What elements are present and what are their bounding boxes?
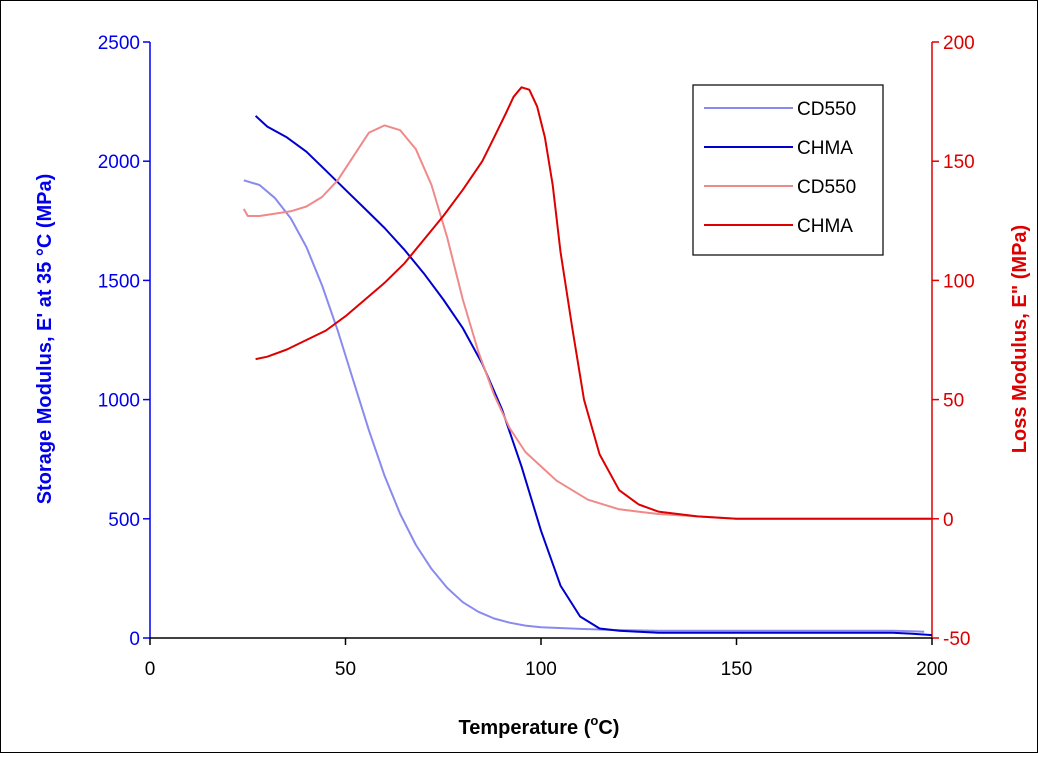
legend-label: CHMA xyxy=(797,216,853,237)
axis-labels: Temperature (oC) Storage Modulus, E' at … xyxy=(34,174,1031,739)
x-tick-label: 200 xyxy=(916,659,948,680)
y-right-axis-label: Loss Modulus, E" (MPa) xyxy=(1009,225,1031,453)
y-left-tick-label: 1000 xyxy=(98,391,140,412)
y-right-tick-label: -50 xyxy=(943,629,970,650)
y-left-axis-label: Storage Modulus, E' at 35 °C (MPa) xyxy=(34,174,56,505)
series-line-cd550-loss xyxy=(242,124,932,520)
y-right-tick-label: 50 xyxy=(943,391,964,412)
y-right-tick-label: 0 xyxy=(943,510,954,531)
x-tick-label: 150 xyxy=(721,659,753,680)
y-left-tick-label: 2000 xyxy=(98,152,140,173)
y-left-tick-label: 0 xyxy=(129,629,140,650)
legend-box xyxy=(692,84,884,256)
x-tick-label: 50 xyxy=(335,659,356,680)
y-right-tick-label: 100 xyxy=(943,271,975,292)
x-tick-label: 0 xyxy=(145,659,156,680)
series-line-cd550-storage xyxy=(243,179,925,633)
x-axis-label: Temperature (oC) xyxy=(459,713,620,739)
y-left-tick-label: 2500 xyxy=(98,33,140,54)
series-line-chma-loss xyxy=(255,86,932,520)
legend-label: CD550 xyxy=(797,177,856,198)
y-right-tick-label: 200 xyxy=(943,33,975,54)
series-line-chma-storage xyxy=(254,115,933,637)
x-tick-label: 100 xyxy=(525,659,557,680)
y-left-tick-label: 1500 xyxy=(98,271,140,292)
y-left-tick-label: 500 xyxy=(108,510,140,531)
legend: CD550 CHMA CD550 CHMA xyxy=(692,84,884,256)
legend-label: CD550 xyxy=(797,99,856,120)
legend-label: CHMA xyxy=(797,138,853,159)
plot-group xyxy=(242,86,933,637)
y-right-tick-label: 150 xyxy=(943,152,975,173)
